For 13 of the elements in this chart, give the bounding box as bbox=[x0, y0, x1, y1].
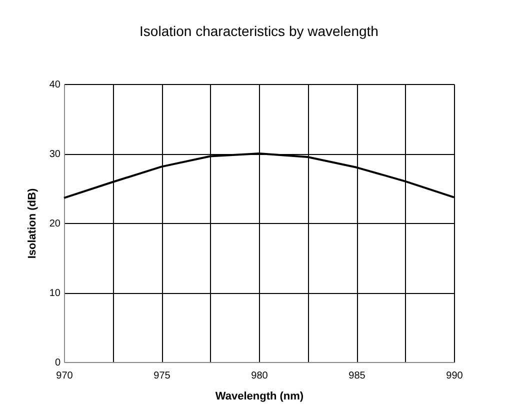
x-tick-label: 990 bbox=[446, 370, 464, 382]
x-tick-label: 980 bbox=[251, 370, 268, 382]
y-tick-label: 30 bbox=[49, 149, 61, 160]
y-tick-label: 0 bbox=[54, 358, 61, 368]
y-tick-label: 20 bbox=[49, 218, 61, 230]
x-tick-label: 985 bbox=[348, 370, 366, 382]
x-tick-label: 970 bbox=[56, 370, 74, 382]
chart-title: Isolation characteristics by wavelength bbox=[140, 23, 378, 39]
x-axis-title: Wavelength (nm) bbox=[215, 390, 304, 402]
y-axis-title: Isolation (dB) bbox=[26, 188, 38, 259]
x-tick-label: 975 bbox=[154, 370, 171, 382]
y-tick-label: 10 bbox=[49, 288, 61, 299]
y-tick-label: 40 bbox=[49, 80, 61, 90]
